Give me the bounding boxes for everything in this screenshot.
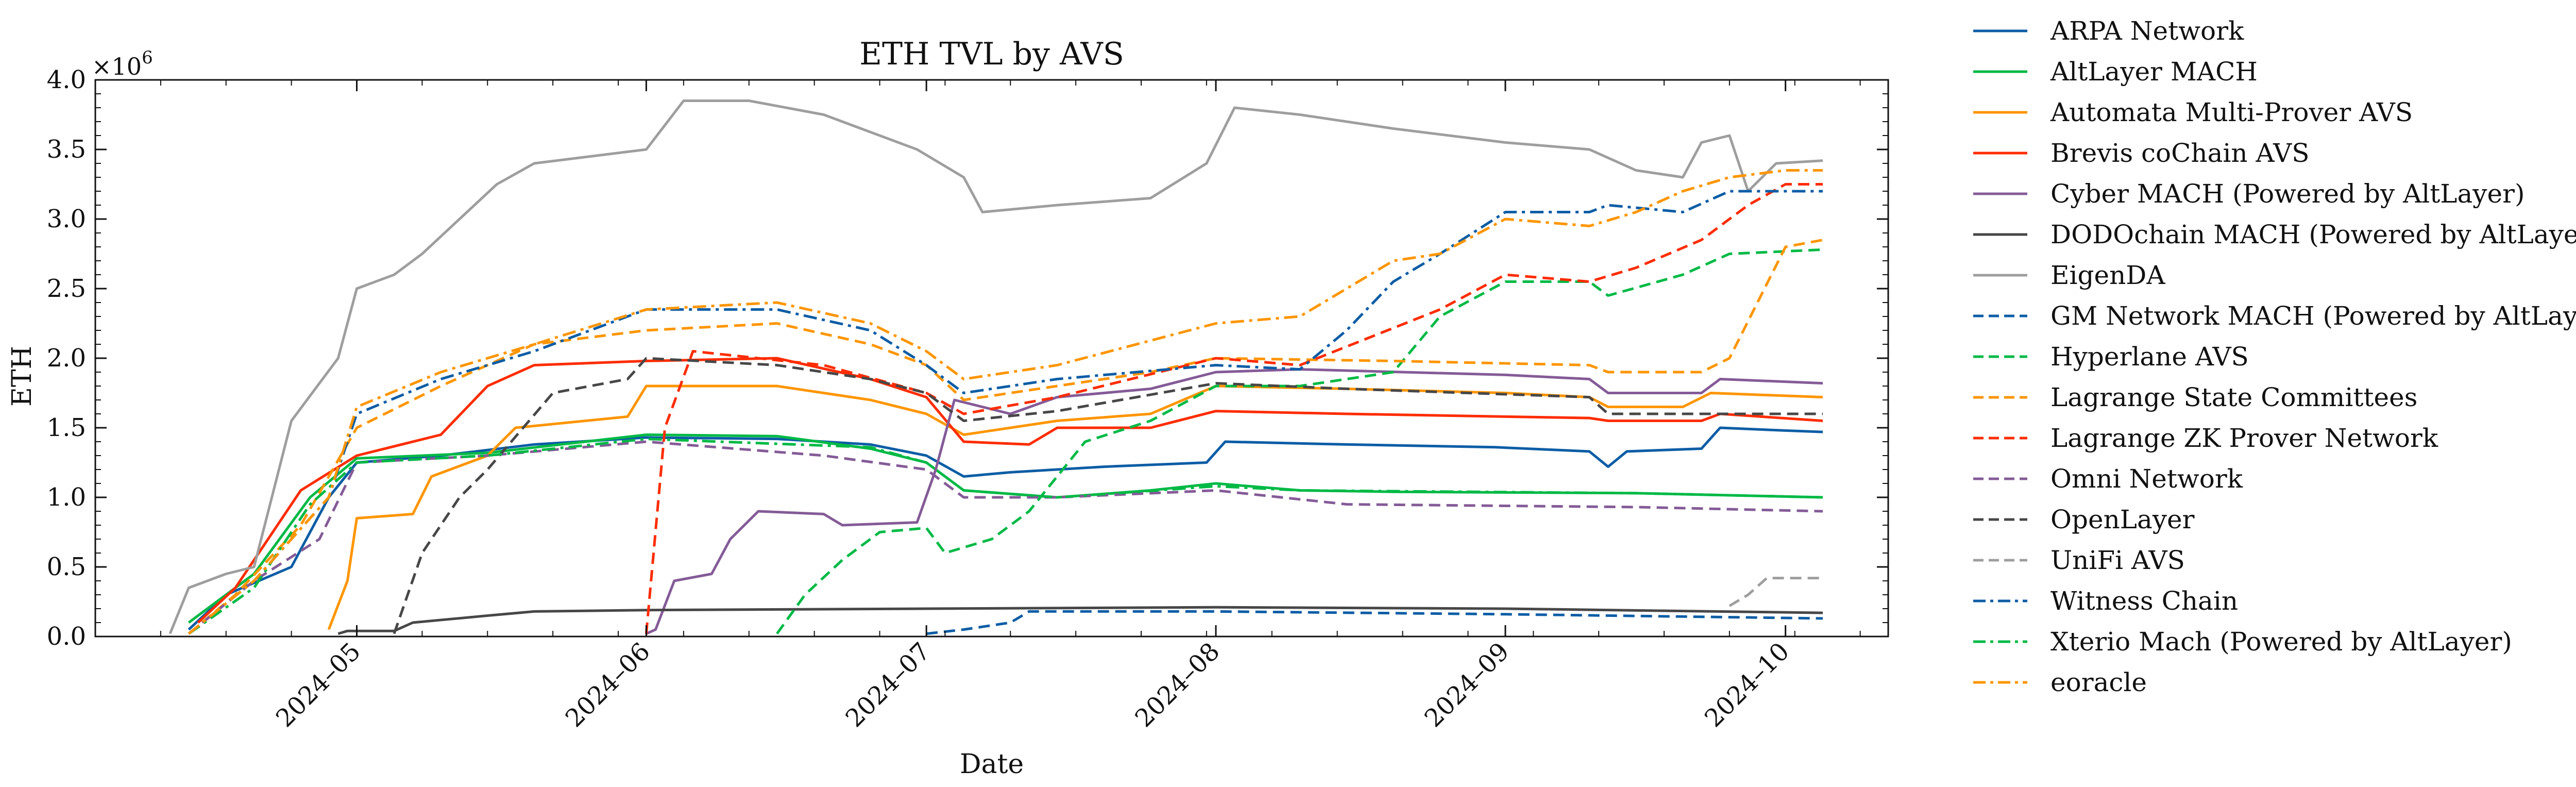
y-tick-label: 0.0 [47, 622, 86, 651]
legend-label-11: Omni Network [2050, 464, 2243, 494]
legend-label-9: Lagrange State Committees [2050, 382, 2417, 412]
series-line-8 [776, 248, 1823, 635]
series-line-10 [645, 183, 1823, 634]
y-tick-label: 2.5 [47, 274, 86, 303]
legend-label-5: DODOchain MACH (Powered by AltLayer) [2050, 220, 2576, 249]
series-line-5 [337, 606, 1823, 635]
legend-label-6: EigenDA [2050, 260, 2165, 290]
y-tick-label: 1.5 [47, 413, 86, 442]
chart-title: ETH TVL by AVS [859, 36, 1124, 72]
legend-label-3: Brevis coChain AVS [2050, 138, 2309, 168]
legend-label-13: UniFi AVS [2050, 545, 2185, 575]
y-tick-label: 1.0 [47, 483, 86, 512]
series-line-2 [327, 384, 1823, 630]
legend-label-15: Xterio Mach (Powered by AltLayer) [2050, 627, 2512, 657]
y-tick-label: 0.5 [47, 552, 86, 581]
series-line-12 [393, 357, 1823, 634]
legend-label-14: Witness Chain [2050, 586, 2238, 616]
legend-label-1: AltLayer MACH [2050, 57, 2258, 87]
legend-label-16: eoracle [2050, 667, 2147, 697]
legend: ARPA Network AltLayer MACH Automata Multi-… [1973, 16, 2576, 697]
x-axis-label: Date [960, 749, 1024, 780]
legend-label-7: GM Network MACH (Powered by AltLayer) [2050, 301, 2576, 331]
y-tick-label: 4.0 [47, 65, 86, 94]
legend-label-4: Cyber MACH (Powered by AltLayer) [2050, 179, 2525, 209]
series-line-15 [188, 438, 1823, 635]
y-multiplier-exponent: 6 [142, 47, 153, 68]
series-layer [168, 99, 1823, 635]
y-tick-label: 2.0 [47, 344, 86, 373]
y-axis: 0.0 0.5 1.0 1.5 2.0 2.5 3.0 3.5 4.0 [47, 65, 1888, 651]
legend-label-2: Automata Multi-Prover AVS [2050, 97, 2413, 127]
y-tick-label: 3.5 [47, 135, 86, 164]
y-multiplier-base: ×10 [92, 53, 142, 80]
series-line-7 [926, 610, 1823, 635]
series-line-14 [188, 190, 1823, 635]
series-line-11 [188, 440, 1823, 635]
y-tick-label: 3.0 [47, 205, 86, 233]
legend-label-8: Hyperlane AVS [2050, 342, 2249, 372]
legend-label-0: ARPA Network [2050, 16, 2244, 46]
series-line-16 [188, 169, 1823, 635]
series-line-13 [1728, 577, 1823, 607]
y-axis-label: ETH [7, 346, 38, 407]
legend-label-12: OpenLayer [2050, 505, 2195, 534]
series-line-3 [197, 357, 1823, 624]
series-line-9 [188, 239, 1823, 635]
legend-label-10: Lagrange ZK Prover Network [2050, 423, 2438, 453]
series-line-4 [646, 368, 1823, 635]
series-line-6 [168, 99, 1823, 634]
y-multiplier: ×106 [92, 47, 153, 80]
